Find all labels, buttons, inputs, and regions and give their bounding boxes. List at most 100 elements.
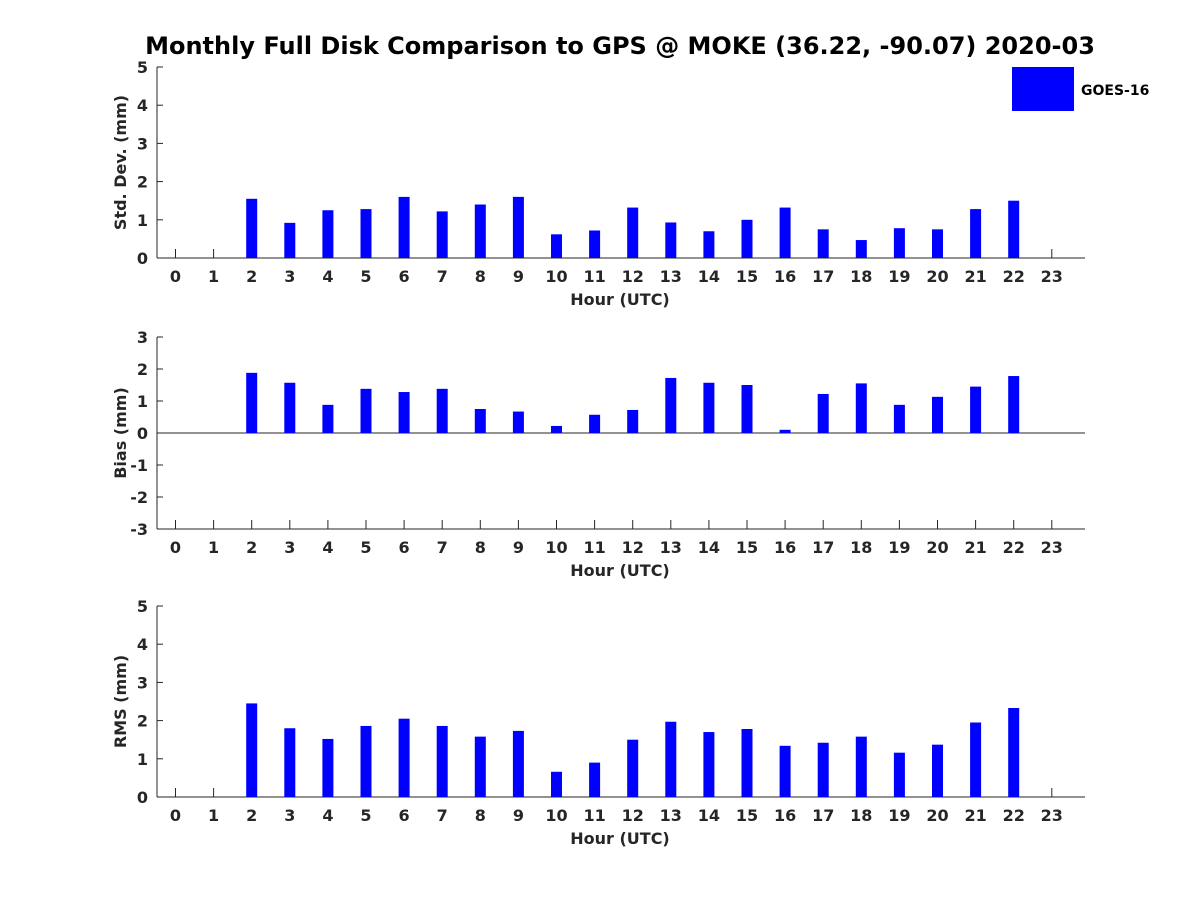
x-tick-label: 2: [246, 267, 257, 286]
x-tick-label: 13: [660, 806, 682, 825]
x-tick-label: 16: [774, 267, 796, 286]
y-tick-label: -1: [130, 456, 148, 475]
x-tick-label: 2: [246, 806, 257, 825]
bar-rms-hour-18: [855, 736, 867, 797]
bar-bias-hour-16: [779, 429, 791, 433]
legend-label-goes16: GOES-16: [1081, 83, 1149, 99]
x-tick-label: 17: [812, 538, 834, 557]
x-tick-label: 9: [513, 806, 524, 825]
bar-bias-hour-2: [246, 372, 258, 433]
x-tick-label: 11: [583, 267, 605, 286]
x-tick-label: 3: [284, 538, 295, 557]
bar-bias-hour-14: [703, 382, 715, 433]
y-tick-label: 0: [137, 249, 148, 268]
bar-bias-hour-20: [932, 396, 943, 433]
x-tick-label: 4: [322, 267, 333, 286]
y-tick-label: 2: [137, 712, 148, 731]
x-tick-label: 12: [622, 806, 644, 825]
bar-std_dev-hour-16: [779, 207, 791, 258]
x-tick-label: 14: [698, 538, 720, 557]
x-tick-label: 14: [698, 806, 720, 825]
bar-std_dev-hour-8: [474, 204, 486, 258]
bar-std_dev-hour-2: [246, 198, 258, 258]
y-tick-label: 2: [137, 173, 148, 192]
x-tick-label: 17: [812, 267, 834, 286]
bar-bias-hour-4: [322, 404, 334, 433]
bar-std_dev-hour-13: [665, 222, 677, 258]
x-tick-label: 21: [964, 806, 986, 825]
x-tick-label: 21: [964, 538, 986, 557]
x-tick-label: 0: [170, 538, 181, 557]
x-tick-label: 9: [513, 538, 524, 557]
x-tick-label: 5: [360, 806, 371, 825]
x-tick-label: 14: [698, 267, 720, 286]
y-axis-label: RMS (mm): [111, 655, 130, 748]
bar-rms-hour-6: [398, 718, 410, 797]
bar-rms-hour-11: [589, 762, 601, 797]
bar-std_dev-hour-9: [512, 196, 524, 258]
bar-bias-hour-21: [970, 386, 982, 433]
x-tick-label: 13: [660, 267, 682, 286]
x-tick-label: 22: [1003, 267, 1025, 286]
legend-swatch-goes16: [1012, 67, 1074, 111]
bar-bias-hour-10: [551, 425, 562, 433]
x-tick-label: 1: [208, 267, 219, 286]
x-tick-label: 8: [475, 267, 486, 286]
x-tick-label: 21: [964, 267, 986, 286]
bar-bias-hour-13: [665, 377, 677, 433]
y-tick-label: 1: [137, 211, 148, 230]
x-tick-label: 7: [437, 806, 448, 825]
x-tick-label: 15: [736, 267, 758, 286]
bar-rms-hour-17: [817, 742, 829, 797]
bar-rms-hour-19: [893, 752, 905, 797]
bar-bias-hour-7: [436, 388, 448, 433]
bar-rms-hour-16: [779, 745, 791, 797]
bar-rms-hour-9: [512, 730, 524, 797]
bar-bias-hour-12: [627, 409, 639, 433]
y-tick-label: 2: [137, 360, 148, 379]
y-tick-label: 3: [137, 328, 148, 347]
bar-rms-hour-8: [474, 736, 486, 797]
x-tick-label: 18: [850, 267, 872, 286]
bar-std_dev-hour-22: [1008, 200, 1020, 258]
x-tick-label: 15: [736, 538, 758, 557]
x-tick-label: 20: [926, 538, 948, 557]
y-tick-label: 3: [137, 134, 148, 153]
x-axis-label: Hour (UTC): [570, 829, 670, 848]
x-tick-label: 10: [545, 267, 567, 286]
x-tick-label: 11: [583, 806, 605, 825]
bar-std_dev-hour-17: [817, 229, 829, 258]
x-tick-label: 0: [170, 806, 181, 825]
x-tick-label: 17: [812, 806, 834, 825]
bar-bias-hour-9: [512, 411, 524, 433]
x-tick-label: 13: [660, 538, 682, 557]
bar-rms-hour-22: [1008, 707, 1020, 797]
bar-bias-hour-3: [284, 382, 296, 433]
x-tick-label: 9: [513, 267, 524, 286]
bar-std_dev-hour-18: [855, 240, 867, 258]
bar-rms-hour-15: [741, 729, 753, 797]
x-tick-label: 12: [622, 538, 644, 557]
x-axis-label: Hour (UTC): [570, 561, 670, 580]
bar-bias-hour-19: [893, 404, 905, 433]
y-tick-label: 0: [137, 788, 148, 807]
bar-bias-hour-6: [398, 392, 410, 433]
figure-title: Monthly Full Disk Comparison to GPS @ MO…: [145, 32, 1095, 60]
x-tick-label: 4: [322, 538, 333, 557]
y-tick-label: 1: [137, 392, 148, 411]
x-tick-label: 2: [246, 538, 257, 557]
x-tick-label: 6: [399, 267, 410, 286]
y-axis-label: Std. Dev. (mm): [111, 95, 130, 230]
bar-rms-hour-10: [551, 771, 562, 797]
y-tick-label: 5: [137, 597, 148, 616]
x-tick-label: 19: [888, 538, 910, 557]
bar-rms-hour-7: [436, 725, 448, 797]
x-tick-label: 22: [1003, 806, 1025, 825]
bar-rms-hour-3: [284, 728, 296, 797]
x-tick-label: 8: [475, 806, 486, 825]
y-tick-label: 4: [137, 635, 148, 654]
x-tick-label: 16: [774, 538, 796, 557]
bar-std_dev-hour-12: [627, 207, 639, 258]
